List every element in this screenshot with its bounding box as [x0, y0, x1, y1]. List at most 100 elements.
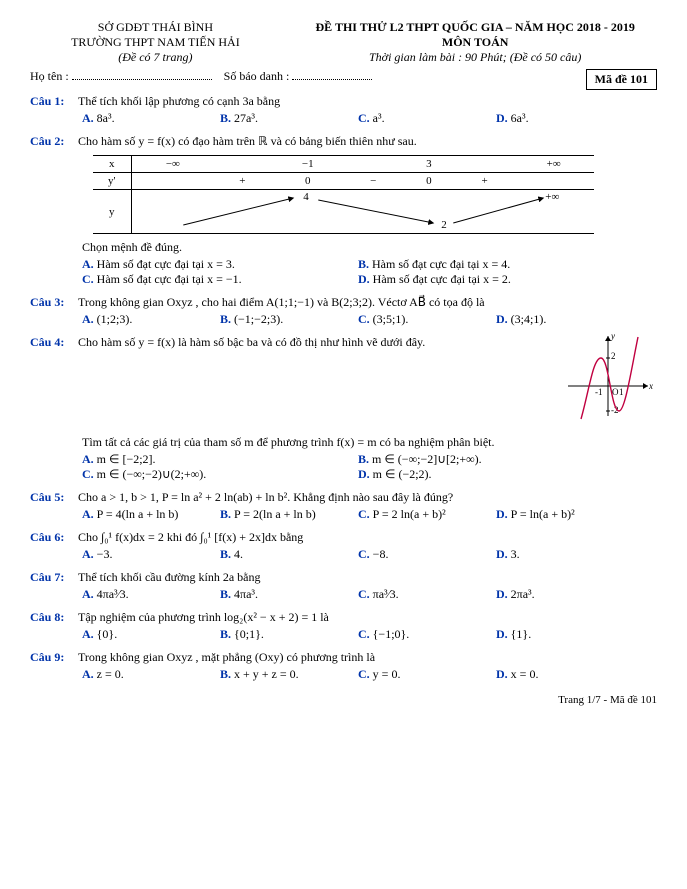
choice-letter: C.: [358, 547, 370, 561]
choice[interactable]: A. {0}.: [82, 627, 220, 642]
choice-text: −3.: [97, 547, 113, 561]
choices-row: A. z = 0.B. x + y + z = 0.C. y = 0.D. x …: [82, 667, 657, 682]
choice-text: 2πa³.: [511, 587, 535, 601]
choice-letter: B.: [220, 587, 231, 601]
choice[interactable]: D. P = ln(a + b)²: [496, 507, 634, 522]
ma-de-box: Mã đề 101: [586, 69, 657, 90]
choice-text: {−1;0}.: [373, 627, 410, 641]
choice-text: 4.: [234, 547, 243, 561]
choice-text: y = 0.: [373, 667, 401, 681]
choice-text: Hàm số đạt cực đại tại x = −1.: [97, 272, 242, 286]
choice-letter: D.: [496, 312, 508, 326]
truong: TRƯỜNG THPT NAM TIẾN HẢI: [30, 35, 281, 50]
choice-text: 4πa³∕3.: [97, 587, 129, 601]
choices-row: A. {0}.B. {0;1}.C. {−1;0}.D. {1}.: [82, 627, 657, 642]
exam-title: ĐỀ THI THỬ L2 THPT QUỐC GIA – NĂM HỌC 20…: [293, 20, 657, 35]
choice[interactable]: C. −8.: [358, 547, 496, 562]
question-text: Thể tích khối lập phương có cạnh 3a bằng: [78, 94, 653, 109]
choice-letter: C.: [358, 111, 370, 125]
question-subtext: Tìm tất cả các giá trị của tham số m để …: [82, 435, 657, 450]
svg-text:y: y: [610, 331, 615, 341]
choice[interactable]: C. Hàm số đạt cực đại tại x = −1.: [82, 272, 358, 287]
choice[interactable]: A. Hàm số đạt cực đại tại x = 3.: [82, 257, 358, 272]
choice[interactable]: B. x + y + z = 0.: [220, 667, 358, 682]
choice[interactable]: C. πa³∕3.: [358, 587, 496, 602]
choice-letter: C.: [358, 667, 370, 681]
choice-text: 3.: [511, 547, 520, 561]
choice-letter: A.: [82, 452, 94, 466]
choice-letter: A.: [82, 627, 94, 641]
choice-letter: C.: [358, 627, 370, 641]
choice-text: P = 2(ln a + ln b): [234, 507, 316, 521]
choice-letter: A.: [82, 587, 94, 601]
choice-letter: B.: [220, 111, 231, 125]
choice-text: (−1;−2;3).: [234, 312, 283, 326]
choice[interactable]: D. x = 0.: [496, 667, 634, 682]
choice[interactable]: A. 4πa³∕3.: [82, 587, 220, 602]
question: Câu 9:Trong không gian Oxyz , mặt phẳng …: [30, 650, 657, 665]
choices-row: A. 8a³.B. 27a³.C. a³.D. 6a³.: [82, 111, 657, 126]
choice-text: (3;5;1).: [373, 312, 409, 326]
choice[interactable]: B. P = 2(ln a + ln b): [220, 507, 358, 522]
choice[interactable]: C. (3;5;1).: [358, 312, 496, 327]
thoi-gian: Thời gian làm bài : 90 Phút; (Đề có 50 c…: [293, 50, 657, 65]
ho-ten-field[interactable]: [72, 79, 212, 80]
choice[interactable]: A. P = 4(ln a + ln b): [82, 507, 220, 522]
question-text: Cho hàm số y = f(x) có đạo hàm trên ℝ và…: [78, 134, 653, 149]
choice-text: z = 0.: [97, 667, 124, 681]
question-text: Trong không gian Oxyz , cho hai điểm A(1…: [78, 295, 653, 310]
choice[interactable]: B. 27a³.: [220, 111, 358, 126]
choice-letter: A.: [82, 507, 94, 521]
choice[interactable]: A. m ∈ [−2;2].: [82, 452, 358, 467]
choice[interactable]: B. 4πa³.: [220, 587, 358, 602]
choice-letter: C.: [358, 507, 370, 521]
question: Câu 7:Thể tích khối cầu đường kính 2a bằ…: [30, 570, 657, 585]
choice-letter: D.: [496, 547, 508, 561]
choice-text: {0;1}.: [234, 627, 264, 641]
choice[interactable]: C. y = 0.: [358, 667, 496, 682]
choice[interactable]: D. 3.: [496, 547, 634, 562]
choice[interactable]: D. m ∈ (−2;2).: [358, 467, 634, 482]
choice-text: P = 4(ln a + ln b): [97, 507, 179, 521]
choice[interactable]: A. 8a³.: [82, 111, 220, 126]
choice[interactable]: C. P = 2 ln(a + b)²: [358, 507, 496, 522]
choice-text: −8.: [373, 547, 389, 561]
sbd-label: Số báo danh :: [224, 69, 290, 83]
question-label: Câu 8:: [30, 610, 78, 625]
choices-row: A. P = 4(ln a + ln b)B. P = 2(ln a + ln …: [82, 507, 657, 522]
question-text: xy2-1O1-2Cho hàm số y = f(x) là hàm số b…: [78, 335, 653, 429]
sbd-field[interactable]: [292, 79, 372, 80]
choice[interactable]: B. {0;1}.: [220, 627, 358, 642]
choice[interactable]: D. (3;4;1).: [496, 312, 634, 327]
choice[interactable]: C. a³.: [358, 111, 496, 126]
choice[interactable]: A. (1;2;3).: [82, 312, 220, 327]
choice-text: (1;2;3).: [97, 312, 133, 326]
choice-letter: C.: [358, 312, 370, 326]
choice-letter: B.: [358, 452, 369, 466]
choice[interactable]: B. (−1;−2;3).: [220, 312, 358, 327]
svg-text:1: 1: [619, 387, 624, 397]
choice[interactable]: A. −3.: [82, 547, 220, 562]
choice[interactable]: D. {1}.: [496, 627, 634, 642]
choice[interactable]: A. z = 0.: [82, 667, 220, 682]
choice[interactable]: C. m ∈ (−∞;−2)∪(2;+∞).: [82, 467, 358, 482]
choice-letter: A.: [82, 667, 94, 681]
choice[interactable]: D. 2πa³.: [496, 587, 634, 602]
choice-letter: D.: [496, 507, 508, 521]
choice[interactable]: B. 4.: [220, 547, 358, 562]
svg-text:-1: -1: [595, 387, 603, 397]
choice-letter: D.: [358, 467, 370, 481]
choice-letter: B.: [220, 627, 231, 641]
choices-row: A. (1;2;3).B. (−1;−2;3).C. (3;5;1).D. (3…: [82, 312, 657, 327]
question-text: Trong không gian Oxyz , mặt phẳng (Oxy) …: [78, 650, 653, 665]
svg-text:+∞: +∞: [545, 191, 559, 203]
choice[interactable]: D. 6a³.: [496, 111, 634, 126]
header-left: SỞ GDĐT THÁI BÌNH TRƯỜNG THPT NAM TIẾN H…: [30, 20, 281, 65]
choice[interactable]: D. Hàm số đạt cực đại tại x = 2.: [358, 272, 634, 287]
choice[interactable]: B. Hàm số đạt cực đại tại x = 4.: [358, 257, 634, 272]
choice[interactable]: C. {−1;0}.: [358, 627, 496, 642]
question-label: Câu 7:: [30, 570, 78, 585]
choice-text: m ∈ (−∞;−2)∪(2;+∞).: [97, 467, 207, 481]
choice[interactable]: B. m ∈ (−∞;−2]∪[2;+∞).: [358, 452, 634, 467]
de-co-trang: (Đề có 7 trang): [30, 50, 281, 65]
